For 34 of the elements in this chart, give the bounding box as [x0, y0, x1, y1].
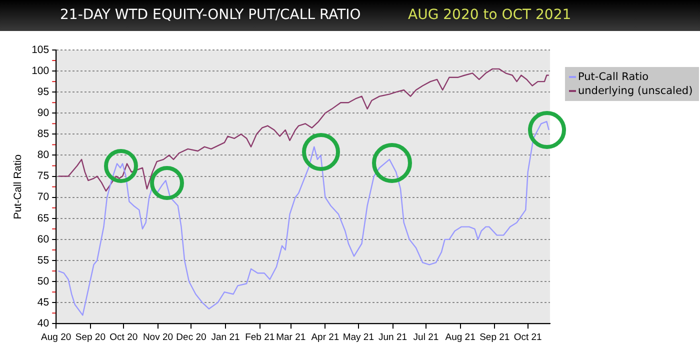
- y-tick-label: 50: [37, 275, 50, 288]
- y-tick-label: 105: [32, 44, 50, 56]
- y-tick-label: 75: [37, 170, 50, 182]
- x-tick-label: Aug 21: [445, 332, 476, 343]
- x-tick-label: Apr 21: [311, 332, 340, 343]
- x-tick-label: Feb 21: [245, 332, 275, 343]
- y-tick-label: 95: [37, 86, 50, 98]
- y-tick-label: 60: [37, 233, 50, 246]
- x-tick-label: Oct 21: [514, 332, 542, 343]
- x-tick-label: Aug 20: [41, 332, 72, 343]
- x-tick-label: Oct 20: [110, 332, 138, 343]
- x-tick-label: Jul 21: [413, 332, 439, 343]
- legend-label: underlying (unscaled): [578, 84, 693, 98]
- x-tick-label: Dec 20: [176, 332, 206, 343]
- x-tick-label: Nov 20: [142, 332, 174, 343]
- x-tick-label: May 21: [342, 332, 374, 343]
- legend-label: Put-Call Ratio: [578, 70, 649, 84]
- x-tick-label: Jun 21: [378, 332, 408, 343]
- chart-title: 21-DAY WTD EQUITY-ONLY PUT/CALL RATIO: [60, 7, 361, 23]
- x-tick-label: Sep 21: [480, 332, 510, 343]
- y-tick-label: 80: [37, 149, 50, 162]
- chart-subtitle: AUG 2020 to OCT 2021: [408, 7, 572, 23]
- y-tick-label: 90: [37, 107, 50, 120]
- x-tick-label: Mar 21: [276, 332, 306, 343]
- y-tick-label: 85: [37, 128, 50, 140]
- x-tick-label: Jan 21: [211, 332, 240, 343]
- x-tick-label: Sep 20: [75, 332, 106, 343]
- y-tick-label: 65: [37, 212, 50, 224]
- y-tick-label: 55: [37, 254, 50, 266]
- y-tick-label: 100: [32, 64, 50, 77]
- y-axis-title: Put-Call Ratio: [12, 154, 24, 220]
- y-tick-label: 40: [37, 317, 50, 330]
- y-tick-label: 70: [37, 191, 50, 204]
- y-tick-label: 45: [37, 296, 50, 308]
